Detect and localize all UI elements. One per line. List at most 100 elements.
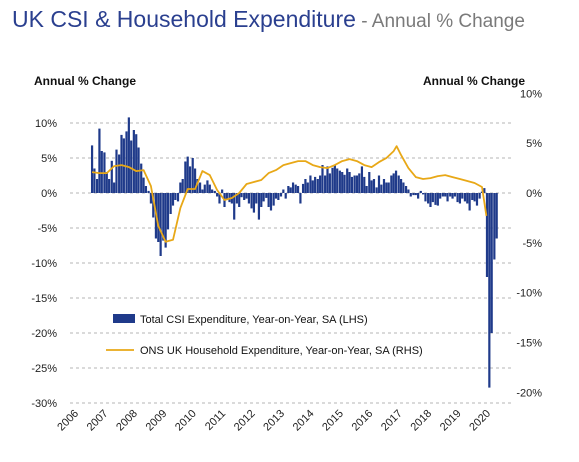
x-tick-label: 2008: [114, 408, 140, 434]
left-tick-label: 10%: [35, 118, 57, 130]
csi-bar: [417, 193, 420, 199]
csi-bar: [228, 193, 231, 203]
csi-bar: [120, 134, 123, 193]
right-tick-label: 10%: [520, 88, 542, 100]
line-series: [91, 145, 488, 243]
csi-bar: [471, 193, 474, 200]
csi-bar: [159, 193, 162, 256]
csi-bar: [191, 158, 194, 193]
csi-bar: [296, 186, 300, 193]
csi-bar: [390, 175, 393, 193]
csi-bar: [201, 189, 204, 193]
csi-bar: [314, 176, 317, 193]
csi-bar: [93, 168, 96, 193]
x-tick-label: 2014: [291, 408, 317, 434]
csi-bar: [397, 175, 400, 193]
csi-bar: [149, 193, 153, 204]
csi-bar: [255, 193, 258, 204]
x-tick-label: 2020: [467, 408, 493, 434]
csi-bar: [456, 193, 459, 203]
csi-bar: [333, 165, 336, 193]
csi-bar: [108, 179, 111, 193]
csi-bar: [144, 186, 148, 193]
right-axis-ticks: 10% 5% 0% -5% -10% -15% -20%: [516, 88, 542, 399]
csi-bar: [324, 175, 327, 193]
csi-bar: [127, 117, 130, 193]
csi-bar: [434, 193, 437, 205]
csi-bar: [483, 188, 486, 193]
x-tick-label: 2018: [408, 408, 434, 434]
csi-bar: [218, 193, 221, 204]
csi-bar: [372, 179, 376, 193]
csi-bar: [495, 193, 498, 239]
csi-bar: [221, 189, 224, 193]
csi-bar: [105, 172, 108, 193]
csi-bar: [419, 190, 422, 193]
csi-bar: [291, 182, 295, 193]
csi-bar: [169, 193, 172, 214]
csi-bar: [341, 172, 344, 193]
csi-bar: [360, 166, 364, 193]
csi-bar: [272, 193, 275, 206]
csi-bar: [171, 193, 175, 206]
left-tick-label: -25%: [31, 363, 57, 375]
csi-bar: [118, 154, 121, 193]
csi-bar: [439, 193, 442, 199]
csi-bar: [316, 179, 319, 193]
csi-bar: [338, 170, 341, 193]
right-tick-label: -20%: [516, 387, 542, 399]
csi-bar: [488, 193, 491, 388]
chart-title-sub: Annual % Change: [371, 11, 525, 32]
csi-bar: [267, 193, 270, 207]
x-tick-label: 2010: [173, 408, 199, 434]
csi-bar: [250, 193, 253, 209]
csi-bar: [233, 193, 236, 220]
csi-bar: [326, 166, 329, 193]
csi-bar: [412, 193, 415, 196]
left-tick-label: -20%: [31, 328, 57, 340]
csi-bar: [490, 193, 493, 333]
csi-bar: [444, 193, 447, 197]
csi-bar: [95, 179, 99, 193]
csi-bar: [238, 193, 241, 207]
csi-bar: [181, 179, 184, 193]
csi-bar: [404, 186, 408, 193]
csi-bar: [225, 193, 228, 200]
csi-bar: [358, 173, 361, 193]
csi-bar: [370, 180, 373, 193]
left-tick-label: -30%: [31, 398, 57, 410]
csi-bar: [321, 165, 324, 193]
csi-bar: [485, 193, 489, 277]
csi-bar: [157, 193, 160, 242]
legend-label-ons: ONS UK Household Expenditure, Year-on-Ye…: [140, 345, 423, 357]
csi-bar: [311, 180, 314, 193]
csi-bar: [294, 184, 297, 193]
csi-bar: [198, 182, 202, 193]
csi-bar: [468, 193, 471, 211]
csi-bar: [245, 193, 248, 199]
csi-bar: [213, 190, 216, 193]
csi-bar: [427, 193, 430, 204]
csi-bar: [424, 193, 427, 202]
csi-bar: [463, 193, 467, 202]
csi-bar: [331, 167, 334, 193]
csi-bar: [375, 187, 378, 193]
csi-bar: [269, 193, 273, 211]
csi-bar: [125, 131, 128, 193]
csi-bar: [152, 193, 155, 218]
csi-bar: [284, 193, 287, 199]
csi-bar: [414, 193, 417, 196]
csi-bar: [363, 176, 366, 193]
csi-bar: [186, 156, 189, 193]
csi-bar: [147, 190, 150, 193]
left-tick-label: -10%: [31, 258, 57, 270]
csi-bar: [355, 175, 359, 193]
right-tick-label: -10%: [516, 288, 542, 300]
csi-bar: [262, 193, 265, 202]
csi-bar: [260, 193, 263, 207]
csi-bar: [453, 193, 457, 197]
csi-bar: [399, 179, 403, 193]
left-axis-label: Annual % Change: [34, 74, 137, 88]
csi-bar: [100, 151, 103, 193]
